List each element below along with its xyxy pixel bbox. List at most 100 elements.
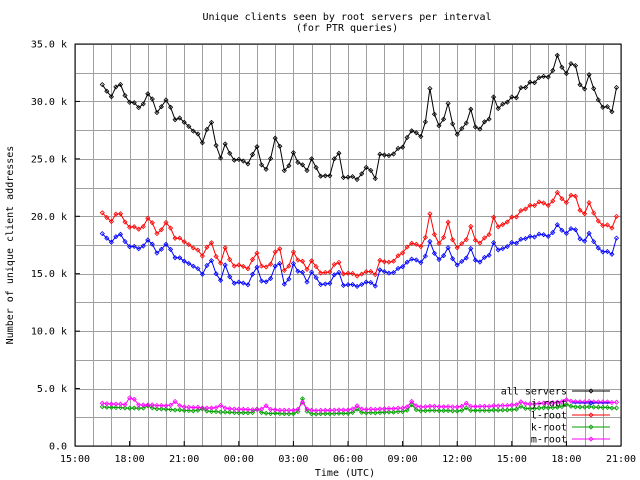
data-point — [468, 223, 474, 229]
data-point — [122, 92, 128, 99]
data-point — [395, 409, 401, 415]
data-point — [395, 265, 401, 271]
data-point — [386, 259, 392, 265]
data-point — [177, 403, 183, 409]
data-point — [236, 406, 242, 412]
data-point — [263, 403, 269, 409]
data-point — [268, 155, 274, 162]
data-point — [613, 399, 620, 405]
data-point — [545, 202, 551, 208]
data-point — [168, 104, 174, 110]
data-point — [563, 70, 569, 77]
data-point — [463, 400, 469, 406]
data-point — [154, 231, 160, 237]
data-point — [550, 67, 556, 74]
data-point — [582, 404, 588, 410]
data-point — [441, 404, 447, 410]
y-tick-labels: 0.0 5.0 k 10.0 k 15.0 k 20.0 k 25.0 k 30.0 k 35… — [31, 40, 80, 453]
y-tick-label: 10.0 k — [31, 327, 67, 338]
data-point — [486, 252, 492, 258]
data-point — [431, 250, 437, 256]
data-point — [404, 259, 410, 265]
data-point — [595, 218, 601, 224]
data-point — [286, 411, 292, 417]
data-point — [441, 253, 447, 259]
data-point — [172, 398, 178, 405]
data-point — [290, 249, 296, 255]
data-point — [541, 73, 547, 79]
data-point — [372, 283, 378, 289]
data-point — [249, 409, 256, 416]
data-point — [386, 270, 392, 276]
data-point — [336, 259, 342, 265]
data-point — [436, 256, 442, 263]
data-point — [350, 409, 356, 415]
data-point — [127, 395, 133, 401]
data-point — [218, 402, 224, 408]
data-point — [613, 405, 620, 411]
data-point — [390, 258, 397, 264]
data-point — [372, 406, 378, 412]
data-point — [381, 259, 387, 265]
data-point — [441, 408, 447, 414]
grid — [75, 44, 622, 447]
data-point — [568, 398, 574, 404]
data-point — [99, 231, 105, 237]
data-point — [504, 407, 510, 413]
data-point — [272, 249, 278, 255]
x-tick-label: 18:00 — [551, 454, 581, 465]
data-point — [613, 235, 620, 241]
data-point — [331, 272, 337, 278]
data-point — [140, 223, 146, 230]
data-point — [213, 271, 219, 277]
data-point — [477, 240, 483, 246]
data-point — [486, 407, 492, 414]
data-point — [554, 399, 560, 405]
data-point — [413, 257, 419, 263]
data-point — [531, 80, 538, 86]
data-point — [518, 399, 524, 405]
data-point — [186, 408, 192, 414]
data-point — [545, 400, 551, 406]
data-point — [190, 408, 196, 414]
data-point — [518, 85, 524, 91]
data-point — [304, 167, 310, 174]
data-point — [413, 403, 419, 409]
data-point — [409, 402, 415, 408]
data-point — [531, 406, 538, 412]
data-point — [377, 406, 383, 412]
data-point — [177, 115, 183, 121]
data-point — [500, 221, 506, 228]
data-point — [340, 407, 346, 413]
data-point — [313, 264, 319, 270]
data-point — [99, 82, 105, 88]
data-point — [395, 405, 401, 411]
data-point — [495, 403, 501, 409]
data-point — [381, 409, 387, 415]
data-point — [131, 405, 137, 411]
data-point — [313, 164, 319, 171]
data-point — [163, 403, 169, 409]
data-point — [236, 262, 242, 268]
data-point — [340, 282, 346, 288]
data-point — [259, 278, 265, 284]
legend-marker — [588, 424, 594, 430]
data-point — [199, 405, 205, 411]
data-point — [536, 199, 542, 205]
data-point — [154, 406, 160, 412]
data-point — [359, 281, 365, 287]
data-point — [527, 202, 533, 208]
data-point — [172, 407, 178, 413]
data-point — [277, 407, 283, 413]
data-point — [586, 72, 592, 78]
data-point — [513, 402, 519, 408]
data-point — [299, 162, 306, 168]
data-point — [227, 409, 233, 415]
data-point — [595, 245, 601, 251]
data-point — [249, 256, 256, 263]
data-point — [245, 266, 251, 272]
data-point — [600, 404, 606, 410]
data-point — [518, 236, 524, 242]
data-point — [586, 230, 592, 236]
